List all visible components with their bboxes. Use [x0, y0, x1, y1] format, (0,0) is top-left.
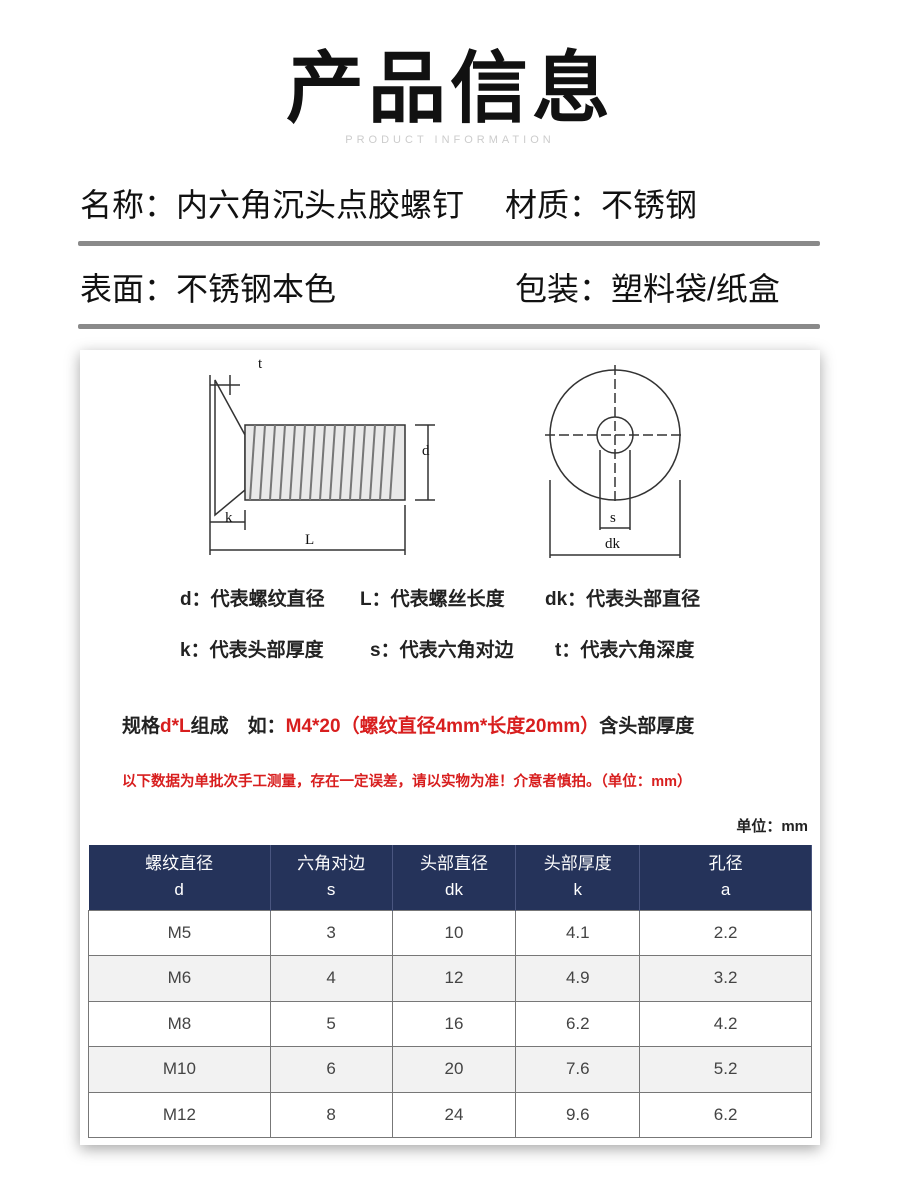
measurement-notice: 以下数据为单批次手工测量，存在一定误差，请以实物为准！介意者慎拍。（单位：mm） — [122, 774, 692, 790]
label-t: t — [258, 356, 263, 372]
spec-example: M4*20（螺纹直径4mm*长度20mm） — [285, 716, 600, 737]
product-packaging: 包装：塑料袋/纸盒 — [515, 271, 780, 307]
spec-suffix: 组成 如： — [190, 716, 286, 737]
column-header: 孔径 a — [639, 845, 812, 910]
legend-L: L：代表螺丝长度 — [360, 589, 505, 610]
table-cell: 5 — [269, 1000, 393, 1047]
spec-prefix: 规格 — [122, 716, 161, 737]
spec-dl: d*L — [160, 716, 191, 737]
table-cell: 2.2 — [639, 909, 812, 956]
column-header-line: s — [326, 880, 336, 900]
product-name: 名称：内六角沉头点胶螺钉 — [80, 187, 465, 223]
legend-t: t：代表六角深度 — [555, 640, 695, 661]
page-subtitle: PRODUCT INFORMATION — [345, 134, 555, 146]
label-dk: dk — [605, 536, 620, 552]
column-header-line: d — [174, 880, 184, 900]
table-row: M12 8 24 9.6 6.2 — [88, 1091, 812, 1138]
table-cell: 3 — [269, 909, 393, 956]
table-cell: 3.2 — [639, 955, 812, 1002]
table-cell: 4 — [269, 955, 393, 1002]
label-L: L — [305, 532, 315, 548]
legend-dk: dk：代表头部直径 — [545, 589, 701, 610]
column-header-line: k — [573, 880, 583, 900]
table-cell: 20 — [391, 1046, 517, 1093]
table-cell: 7.6 — [515, 1046, 641, 1093]
table-row: M8 5 16 6.2 4.2 — [88, 1000, 812, 1047]
table-row: M6 4 12 4.9 3.2 — [88, 955, 812, 1002]
label-d: d — [422, 443, 430, 459]
product-surface: 表面：不锈钢本色 — [80, 271, 337, 307]
screw-diagram — [209, 365, 685, 558]
column-header-line: 螺纹直径 — [145, 854, 214, 874]
table-row: M5 3 10 4.1 2.2 — [88, 909, 812, 956]
legend-row-1: d：代表螺纹直径 L：代表螺丝长度 dk：代表头部直径 — [180, 588, 700, 612]
table-header-row: 螺纹直径 d 六角对边 s 头部直径 dk 头部厚度 k 孔径 a — [88, 845, 812, 910]
column-header-line: 六角对边 — [297, 854, 366, 874]
table-cell: M5 — [88, 909, 271, 956]
spec-tail: 含头部厚度 — [599, 716, 695, 737]
table-cell: M8 — [88, 1000, 271, 1047]
spec-table: 螺纹直径 d 六角对边 s 头部直径 dk 头部厚度 k 孔径 a M5 3 10 4.1 2.2 M6 4 1… — [88, 845, 812, 1138]
table-cell: 24 — [391, 1091, 517, 1138]
table-cell: 10 — [391, 909, 517, 956]
table-cell: 6.2 — [639, 1091, 812, 1138]
column-header-line: 头部厚度 — [543, 854, 612, 874]
table-cell: 16 — [391, 1000, 517, 1047]
table-cell: 9.6 — [515, 1091, 641, 1138]
column-header: 螺纹直径 d — [88, 845, 271, 910]
table-cell: 5.2 — [639, 1046, 812, 1093]
table-cell: 4.2 — [639, 1000, 812, 1047]
side-view-drawing — [209, 375, 435, 555]
column-header: 头部厚度 k — [515, 845, 641, 910]
legend-k: k：代表头部厚度 — [180, 640, 324, 661]
column-header: 六角对边 s — [270, 845, 393, 910]
table-cell: M10 — [88, 1046, 271, 1093]
table-cell: 6 — [269, 1046, 393, 1093]
column-header-line: 孔径 — [708, 854, 743, 874]
divider — [78, 241, 820, 246]
column-header-line: 头部直径 — [419, 854, 488, 874]
table-cell: M12 — [88, 1091, 271, 1138]
table-cell: 12 — [391, 955, 517, 1002]
table-cell: 8 — [269, 1091, 393, 1138]
legend-d: d：代表螺纹直径 — [180, 589, 325, 610]
label-k: k — [225, 510, 233, 526]
legend-row-2: k：代表头部厚度 s：代表六角对边 t：代表六角深度 — [180, 639, 694, 663]
table-cell: 6.2 — [515, 1000, 641, 1047]
divider — [78, 324, 820, 329]
product-material: 材质：不锈钢 — [505, 187, 698, 223]
top-view-drawing — [545, 365, 685, 558]
spec-line: 规格d*L组成 如：M4*20（螺纹直径4mm*长度20mm）含头部厚度 — [122, 715, 694, 739]
table-cell: 4.9 — [515, 955, 641, 1002]
unit-label: 单位：mm — [736, 818, 808, 835]
page-title: 产品信息 — [285, 44, 614, 132]
column-header-line: dk — [444, 880, 463, 900]
label-s: s — [610, 510, 616, 526]
table-cell: M6 — [88, 955, 271, 1002]
table-cell: 4.1 — [515, 909, 641, 956]
column-header-line: a — [720, 880, 731, 900]
spec-card: t k L d s dk d：代表螺纹直径 L：代表螺丝长度 dk：代表头部直径… — [80, 350, 820, 1145]
table-row: M10 6 20 7.6 5.2 — [88, 1046, 812, 1093]
column-header: 头部直径 dk — [392, 845, 517, 910]
legend-s: s：代表六角对边 — [370, 640, 514, 661]
